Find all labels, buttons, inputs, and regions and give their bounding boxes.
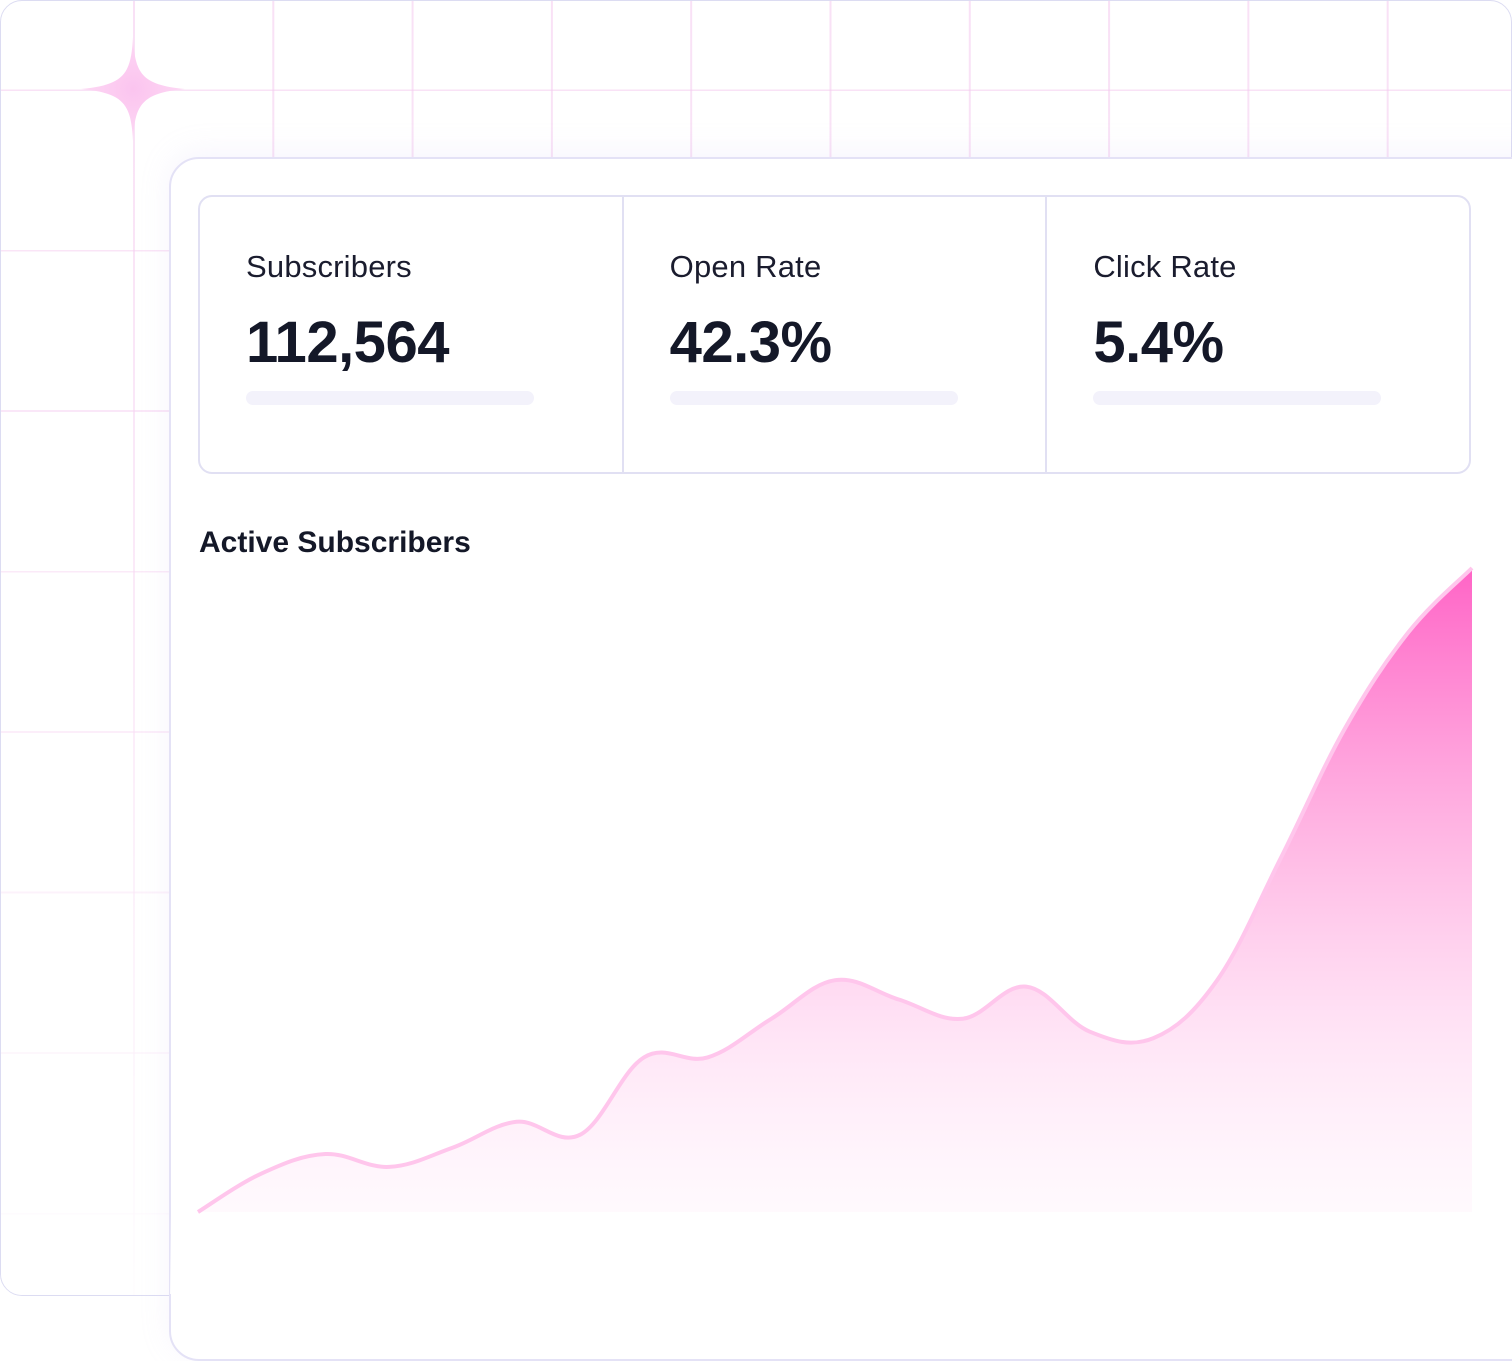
stats-panel: Subscribers 112,564 Open Rate 42.3% Clic… bbox=[198, 195, 1471, 474]
data-point-18 bbox=[1342, 726, 1348, 732]
data-point-2 bbox=[322, 1151, 328, 1157]
stat-label: Click Rate bbox=[1093, 249, 1237, 284]
stat-placeholder-bar bbox=[669, 391, 958, 405]
stat-click-rate: Click Rate 5.4% bbox=[1045, 197, 1469, 472]
data-point-15 bbox=[1151, 1035, 1157, 1041]
data-point-13 bbox=[1023, 984, 1029, 990]
data-point-8 bbox=[705, 1054, 711, 1060]
stat-value: 112,564 bbox=[246, 310, 449, 375]
stat-open-rate: Open Rate 42.3% bbox=[621, 197, 1046, 472]
stat-value: 5.4% bbox=[1093, 310, 1224, 375]
area-line bbox=[196, 566, 1474, 1214]
data-point-10 bbox=[832, 977, 838, 983]
data-point-3 bbox=[386, 1164, 392, 1170]
chart-bottom-fade bbox=[170, 1215, 1510, 1294]
data-point-14 bbox=[1087, 1029, 1093, 1035]
data-point-19 bbox=[1405, 629, 1411, 635]
data-point-6 bbox=[577, 1132, 583, 1138]
area-fill bbox=[198, 568, 1472, 1212]
stat-label: Open Rate bbox=[669, 249, 822, 284]
stat-subscribers: Subscribers 112,564 bbox=[200, 197, 622, 472]
chart-title: Active Subscribers bbox=[199, 526, 471, 559]
stat-placeholder-bar bbox=[246, 391, 534, 405]
data-point-5 bbox=[514, 1119, 520, 1125]
data-point-0 bbox=[195, 1209, 201, 1215]
data-point-1 bbox=[259, 1170, 265, 1176]
stat-label: Subscribers bbox=[246, 249, 412, 284]
sparkle-icon bbox=[81, 37, 185, 141]
data-point-16 bbox=[1214, 977, 1220, 983]
data-point-7 bbox=[641, 1054, 647, 1060]
active-subscribers-chart bbox=[170, 565, 1510, 1294]
data-point-20 bbox=[1469, 565, 1475, 571]
data-point-12 bbox=[959, 1016, 965, 1022]
stat-value: 42.3% bbox=[669, 310, 832, 375]
data-point-9 bbox=[768, 1016, 774, 1022]
data-point-4 bbox=[450, 1145, 456, 1151]
data-point-11 bbox=[896, 996, 902, 1002]
stat-placeholder-bar bbox=[1093, 391, 1382, 405]
data-point-17 bbox=[1278, 855, 1284, 861]
